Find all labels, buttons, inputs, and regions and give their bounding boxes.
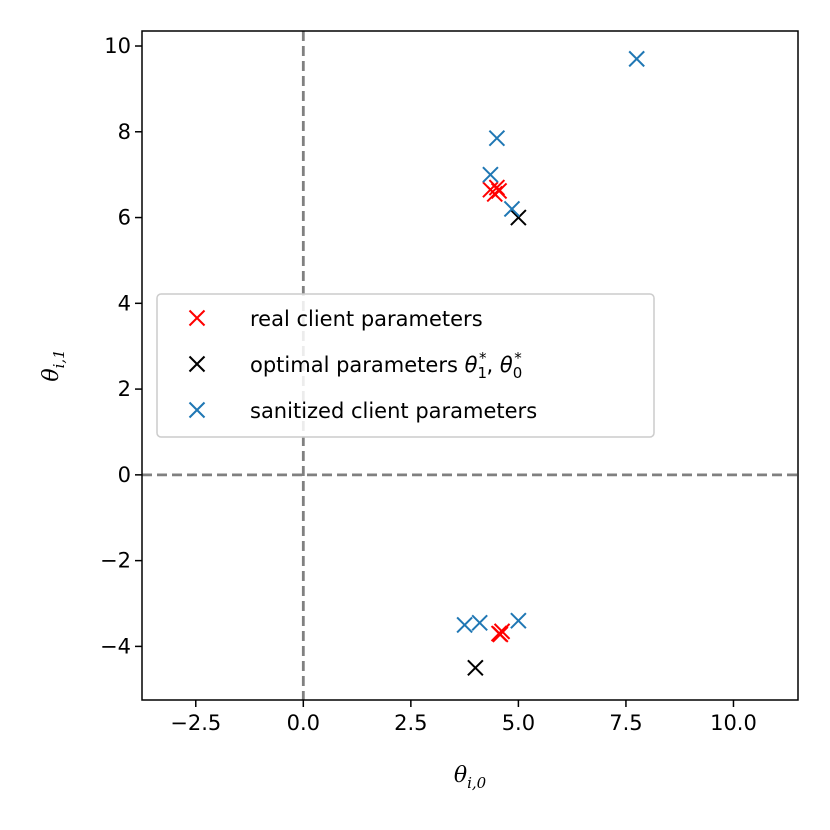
y-axis-ticks: −4 −2 0 2 4 6 8 10 — [100, 34, 142, 658]
y-tick-label: 8 — [118, 120, 131, 144]
y-tick-label: −2 — [100, 549, 131, 573]
marker-series-3 — [456, 616, 473, 634]
y-tick-label: 0 — [118, 463, 131, 487]
legend-marker — [188, 309, 206, 327]
plot-frame — [141, 30, 799, 701]
marker-series-3 — [510, 612, 527, 629]
x-tick-label: −2.5 — [170, 711, 221, 735]
marker-series-3 — [482, 166, 499, 183]
marker-series-3 — [488, 130, 506, 147]
marker-series-1 — [488, 179, 506, 196]
legend-label: optimal parameters θ1*, θ0* — [250, 349, 522, 382]
x-tick-label: 0.0 — [287, 711, 320, 735]
legend-box — [156, 293, 655, 438]
y-tick-label: 2 — [118, 377, 131, 401]
marker-series-2 — [510, 209, 527, 226]
x-axis-label: θi,0 — [454, 763, 487, 792]
x-tick-label: 7.5 — [609, 711, 642, 735]
legend-marker — [188, 401, 206, 419]
legend-label: sanitized client parameters — [250, 399, 537, 423]
marker-series-3 — [628, 50, 645, 68]
x-tick-label: 10.0 — [710, 711, 757, 735]
y-tick-label: 10 — [104, 34, 131, 58]
marker-series-3 — [503, 200, 521, 218]
y-tick-label: −4 — [100, 634, 131, 658]
y-tick-label: 6 — [118, 206, 131, 230]
y-axis-label: θi,1 — [39, 349, 68, 381]
legend-marker — [188, 355, 206, 373]
x-tick-label: 2.5 — [394, 711, 427, 735]
legend-label: real client parameters — [250, 307, 483, 331]
x-tick-label: 5.0 — [502, 711, 535, 735]
marker-series-2 — [467, 659, 484, 677]
y-tick-label: 4 — [118, 291, 131, 315]
x-axis-ticks: −2.5 0.0 2.5 5.0 7.5 10.0 — [170, 700, 757, 735]
marker-series-1 — [492, 626, 509, 643]
legend: real client parameters optimal parameters… — [156, 293, 655, 438]
data-markers — [456, 50, 645, 677]
marker-series-3 — [471, 614, 488, 632]
